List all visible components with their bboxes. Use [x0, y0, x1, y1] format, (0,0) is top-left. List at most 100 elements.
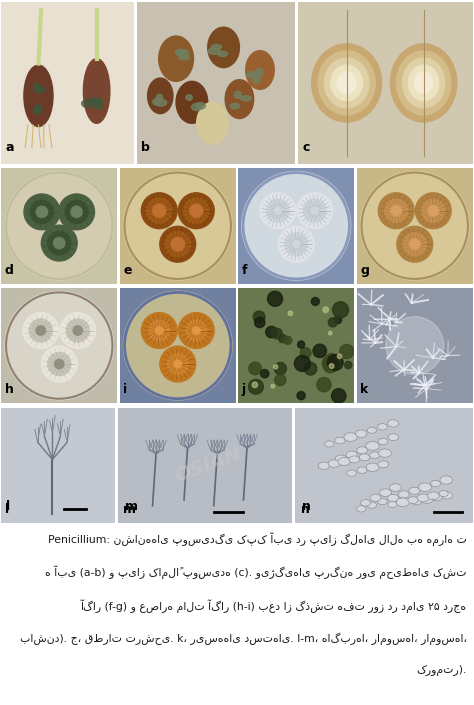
Circle shape — [60, 312, 96, 348]
Ellipse shape — [312, 44, 382, 122]
Text: l: l — [5, 503, 9, 516]
Text: i: i — [123, 384, 128, 396]
Ellipse shape — [34, 106, 41, 114]
Circle shape — [186, 320, 207, 341]
Circle shape — [349, 456, 360, 463]
Circle shape — [390, 484, 401, 491]
Ellipse shape — [230, 104, 240, 109]
Ellipse shape — [235, 91, 241, 99]
Circle shape — [419, 483, 432, 491]
Circle shape — [297, 193, 333, 228]
Ellipse shape — [153, 99, 160, 105]
Circle shape — [345, 362, 352, 369]
Ellipse shape — [415, 73, 433, 94]
Ellipse shape — [147, 78, 173, 114]
Ellipse shape — [208, 27, 239, 68]
Ellipse shape — [218, 51, 228, 56]
Circle shape — [337, 354, 342, 359]
Circle shape — [385, 200, 408, 222]
Circle shape — [317, 377, 331, 392]
Circle shape — [5, 291, 114, 400]
Circle shape — [391, 205, 402, 216]
Circle shape — [378, 449, 392, 458]
Ellipse shape — [191, 104, 201, 111]
Ellipse shape — [175, 49, 184, 56]
Text: ه آبی (a-b) و پیاز کاملاً پوسیده (c). ویژگی‌های پرگنه روی محیط‌های کشت: ه آبی (a-b) و پیاز کاملاً پوسیده (c). وی… — [46, 565, 467, 580]
Circle shape — [300, 348, 311, 359]
Ellipse shape — [34, 105, 42, 113]
Circle shape — [141, 193, 177, 228]
Circle shape — [271, 384, 274, 388]
Circle shape — [411, 498, 422, 505]
Circle shape — [332, 302, 348, 318]
Circle shape — [288, 311, 293, 316]
Text: آگار (f-g) و عصاره مالت آگار (h-i) بعد از گذشت هفت روز در دمای ۲۵ درجه: آگار (f-g) و عصاره مالت آگار (h-i) بعد ا… — [81, 599, 467, 613]
Circle shape — [340, 345, 354, 359]
Circle shape — [378, 461, 389, 468]
Text: OSIAN: OSIAN — [173, 445, 245, 486]
Circle shape — [160, 346, 196, 382]
Circle shape — [73, 326, 82, 335]
Circle shape — [408, 497, 418, 503]
Circle shape — [146, 198, 172, 223]
Text: Penicillium: نشانه‌های پوسیدگی کپک آبی در پیاز گل‌های لاله به همراه ت: Penicillium: نشانه‌های پوسیدگی کپک آبی د… — [48, 532, 467, 546]
Ellipse shape — [24, 65, 53, 127]
Circle shape — [183, 198, 209, 223]
Circle shape — [55, 360, 64, 369]
Circle shape — [41, 225, 77, 261]
Ellipse shape — [82, 100, 93, 107]
Circle shape — [266, 326, 277, 338]
Text: c: c — [303, 141, 310, 154]
Circle shape — [266, 200, 289, 222]
Circle shape — [278, 226, 314, 262]
Circle shape — [249, 362, 262, 375]
Circle shape — [421, 496, 433, 503]
Circle shape — [5, 171, 114, 280]
Circle shape — [327, 355, 343, 370]
Ellipse shape — [324, 58, 369, 108]
Circle shape — [242, 171, 351, 280]
Ellipse shape — [176, 81, 208, 123]
Circle shape — [417, 494, 429, 502]
Circle shape — [261, 369, 269, 378]
Circle shape — [173, 360, 182, 369]
Circle shape — [428, 492, 439, 500]
Circle shape — [328, 460, 340, 467]
Circle shape — [123, 171, 232, 280]
Circle shape — [361, 500, 371, 506]
Circle shape — [338, 458, 350, 465]
Circle shape — [328, 318, 337, 327]
Circle shape — [303, 200, 326, 222]
Text: j: j — [242, 384, 246, 396]
Circle shape — [160, 226, 196, 262]
Ellipse shape — [246, 51, 274, 90]
Ellipse shape — [155, 99, 167, 106]
Circle shape — [409, 238, 420, 250]
Circle shape — [313, 344, 327, 357]
Circle shape — [274, 362, 286, 374]
Circle shape — [328, 331, 332, 335]
Ellipse shape — [240, 96, 251, 102]
Circle shape — [284, 336, 292, 344]
Circle shape — [346, 451, 357, 458]
Circle shape — [409, 487, 420, 494]
Circle shape — [360, 171, 469, 280]
Ellipse shape — [97, 98, 102, 105]
Circle shape — [415, 193, 451, 228]
Circle shape — [297, 391, 305, 400]
Circle shape — [378, 424, 387, 430]
Ellipse shape — [246, 72, 257, 78]
Text: باشند). ج، قطرات ترشحی. k، ریسه‌های دسته‌ای. l-m، هاگبرها، راموس‌ها، راموس‌ها،: باشند). ج، قطرات ترشحی. k، ریسه‌های دسته… — [20, 632, 467, 644]
Circle shape — [378, 439, 388, 445]
Circle shape — [189, 204, 203, 218]
Circle shape — [152, 204, 166, 218]
Circle shape — [41, 346, 77, 382]
Circle shape — [380, 489, 392, 496]
Circle shape — [54, 238, 65, 249]
Circle shape — [326, 353, 337, 364]
Ellipse shape — [318, 51, 375, 115]
Circle shape — [386, 317, 444, 374]
Circle shape — [30, 200, 54, 223]
Circle shape — [398, 491, 409, 498]
Circle shape — [36, 206, 48, 218]
